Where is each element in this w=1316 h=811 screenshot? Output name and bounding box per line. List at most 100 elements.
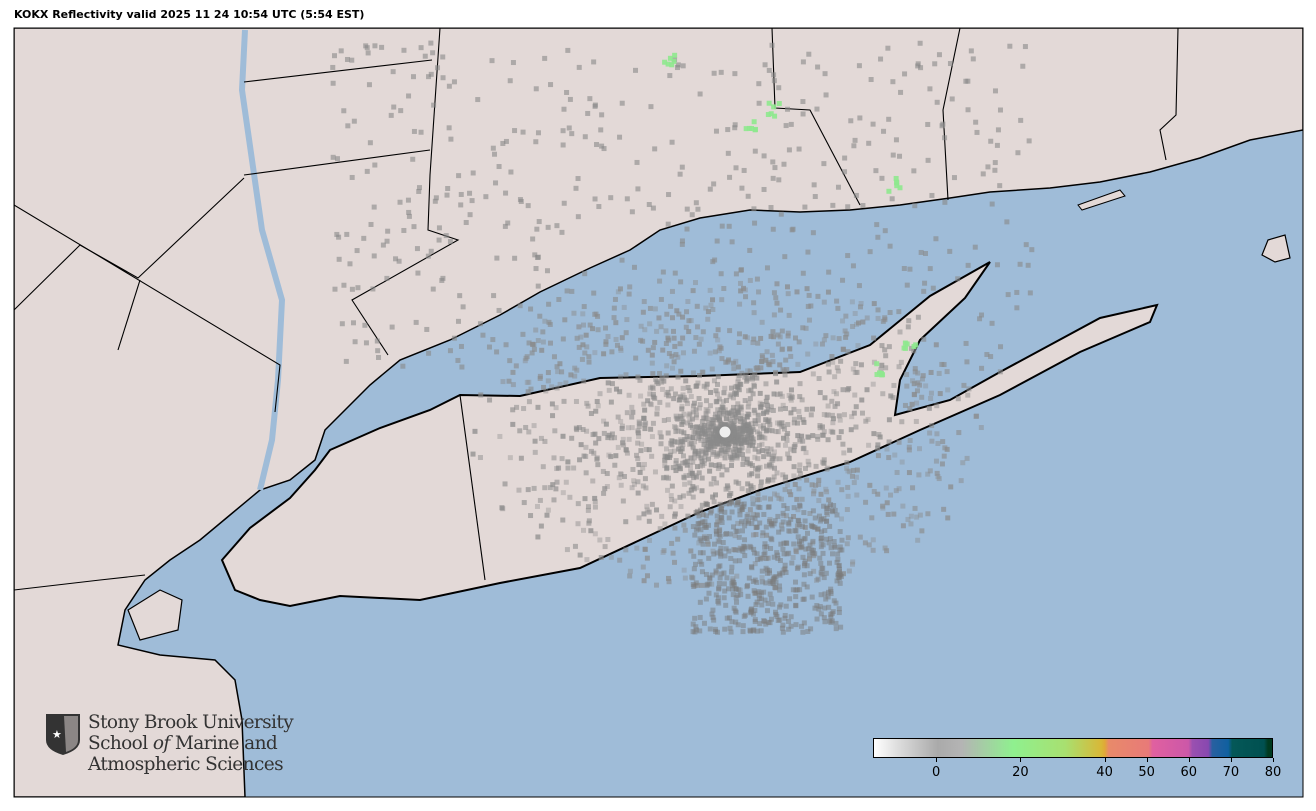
radar-echo-pixel <box>757 390 763 396</box>
radar-echo-pixel <box>875 234 881 240</box>
radar-echo-pixel <box>604 471 610 477</box>
radar-echo-pixel <box>431 102 437 108</box>
radar-echo-pixel <box>799 496 805 502</box>
radar-echo-pixel <box>774 470 780 476</box>
radar-echo-pixel <box>428 71 434 77</box>
radar-echo-pixel <box>731 404 737 410</box>
radar-echo-pixel <box>837 529 843 535</box>
radar-echo-pixel <box>559 369 565 375</box>
radar-echo-pixel <box>830 420 836 426</box>
radar-echo-pixel <box>917 512 923 518</box>
radar-echo-pixel <box>638 448 644 454</box>
radar-echo-pixel <box>718 545 724 551</box>
radar-echo-pixel <box>581 378 587 384</box>
radar-echo-pixel <box>722 626 728 632</box>
radar-echo-pixel <box>812 194 818 200</box>
radar-echo-pixel <box>694 424 700 430</box>
radar-echo-pixel <box>581 527 587 533</box>
radar-echo-pixel <box>992 88 998 94</box>
radar-echo-pixel <box>652 469 658 475</box>
radar-echo-pixel <box>821 503 827 509</box>
radar-echo-pixel <box>800 325 806 331</box>
radar-echo-pixel <box>761 153 767 159</box>
radar-echo-pixel <box>881 128 887 134</box>
radar-echo-pixel <box>759 533 765 539</box>
radar-echo-pixel <box>699 561 705 567</box>
radar-echo-pixel <box>662 458 668 464</box>
radar-echo-pixel <box>646 537 652 543</box>
radar-echo-pixel <box>662 453 668 459</box>
radar-echo-pixel <box>785 333 791 339</box>
radar-echo-pixel <box>788 614 794 620</box>
radar-echo-pixel <box>709 451 715 457</box>
radar-echo-pixel <box>552 428 558 434</box>
radar-echo-pixel <box>696 513 702 519</box>
radar-echo-pixel <box>797 381 803 387</box>
radar-echo-pixel <box>912 369 918 375</box>
radar-echo-pixel <box>744 335 750 341</box>
radar-echo-pixel <box>612 462 618 468</box>
radar-echo-pixel <box>683 473 689 479</box>
radar-echo-pixel <box>742 544 748 550</box>
radar-echo-pixel <box>752 410 758 416</box>
radar-echo-pixel <box>690 409 696 415</box>
radar-echo-pixel <box>805 249 811 255</box>
radar-echo-pixel <box>704 501 710 507</box>
radar-echo-pixel <box>503 138 509 144</box>
radar-echo-pixel <box>791 505 797 511</box>
radar-echo-pixel <box>463 219 469 225</box>
radar-echo-pixel <box>712 257 718 263</box>
radar-echo-pixel <box>705 427 711 433</box>
radar-echo-pixel <box>599 112 605 118</box>
radar-echo-pixel <box>722 588 728 594</box>
radar-echo-pixel <box>654 582 660 588</box>
sbu-somas-logo: ★ Stony Brook University School of Marin… <box>44 712 294 775</box>
radar-echo-pixel <box>649 453 655 459</box>
radar-echo-pixel <box>777 558 783 564</box>
radar-echo-pixel <box>405 197 411 203</box>
radar-echo-pixel <box>676 311 682 317</box>
radar-echo-pixel <box>697 550 703 556</box>
radar-echo-pixel <box>917 382 923 388</box>
radar-echo-pixel <box>736 432 742 438</box>
radar-echo-pixel <box>715 327 721 333</box>
radar-echo-pixel <box>341 282 347 288</box>
radar-echo-pixel <box>726 515 732 521</box>
radar-echo-pixel <box>671 359 677 365</box>
radar-echo-pixel <box>705 420 711 426</box>
radar-echo-pixel <box>689 470 695 476</box>
radar-echo-pixel <box>733 609 739 615</box>
radar-echo-pixel <box>553 486 559 492</box>
radar-echo-pixel <box>690 288 696 294</box>
radar-echo-pixel <box>884 548 890 554</box>
radar-echo-pixel <box>669 438 675 444</box>
radar-echo-pixel <box>780 519 786 525</box>
radar-echo-pixel <box>770 457 776 463</box>
radar-echo-pixel <box>840 441 846 447</box>
radar-echo-pixel <box>856 63 862 69</box>
radar-echo-pixel <box>802 518 808 524</box>
radar-echo-pixel <box>582 271 588 277</box>
radar-echo-pixel <box>944 369 950 375</box>
radar-echo-pixel <box>876 432 882 438</box>
radar-echo-pixel <box>649 501 655 507</box>
radar-echo-pixel <box>586 354 592 360</box>
radar-echo-pixel <box>368 221 374 227</box>
radar-echo-pixel <box>907 406 913 412</box>
radar-echo-pixel <box>770 226 776 232</box>
radar-echo-pixel <box>719 571 725 577</box>
radar-echo-pixel <box>978 425 984 431</box>
radar-echo-pixel <box>690 443 696 449</box>
radar-echo-pixel <box>756 449 762 455</box>
radar-echo-pixel <box>371 204 377 210</box>
radar-echo-pixel <box>786 312 792 318</box>
radar-echo-pixel <box>716 531 722 537</box>
radar-echo-pixel <box>835 401 841 407</box>
radar-echo-pixel <box>742 398 748 404</box>
radar-echo-pixel <box>684 420 690 426</box>
radar-echo-pixel <box>846 386 852 392</box>
radar-echo-pixel <box>602 544 608 550</box>
radar-echo-pixel <box>512 128 518 134</box>
radar-echo-pixel <box>592 499 598 505</box>
